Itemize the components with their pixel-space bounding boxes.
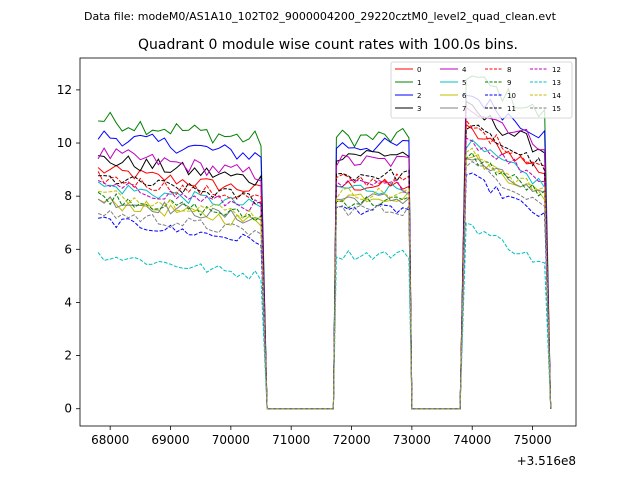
legend-label-5: 5 bbox=[462, 79, 466, 87]
axes-ticks: 68000 69000 70000 71000 72000 73000 74000 75000… bbox=[57, 83, 552, 447]
y-tick-label: 6 bbox=[64, 242, 72, 256]
plot-frame bbox=[79, 57, 577, 427]
x-tick-label: 73000 bbox=[393, 433, 431, 447]
legend-label-12: 12 bbox=[552, 66, 561, 74]
legend-label-2: 2 bbox=[417, 92, 421, 100]
legend-label-15: 15 bbox=[552, 105, 561, 113]
plot-lines bbox=[97, 75, 552, 410]
legend-label-3: 3 bbox=[417, 105, 421, 113]
series-line-9 bbox=[97, 151, 552, 410]
legend-label-10: 10 bbox=[507, 92, 516, 100]
y-tick-label: 10 bbox=[57, 136, 72, 150]
x-tick-label: 72000 bbox=[332, 433, 370, 447]
legend-label-1: 1 bbox=[417, 79, 421, 87]
legend-label-14: 14 bbox=[552, 92, 561, 100]
legend-label-0: 0 bbox=[417, 66, 421, 74]
x-tick-label: 68000 bbox=[91, 433, 129, 447]
series-line-15 bbox=[97, 160, 552, 410]
legend-label-13: 13 bbox=[552, 79, 561, 87]
x-tick-label: 74000 bbox=[453, 433, 491, 447]
legend-label-11: 11 bbox=[507, 105, 516, 113]
legend-label-4: 4 bbox=[462, 66, 467, 74]
legend-label-7: 7 bbox=[462, 105, 466, 113]
y-tick-label: 4 bbox=[64, 295, 72, 309]
y-tick-label: 2 bbox=[64, 349, 72, 363]
y-tick-label: 8 bbox=[64, 189, 72, 203]
legend-label-9: 9 bbox=[507, 79, 511, 87]
x-tick-label: 69000 bbox=[151, 433, 189, 447]
y-tick-label: 12 bbox=[57, 83, 72, 97]
legend-label-8: 8 bbox=[507, 66, 511, 74]
x-tick-label: 75000 bbox=[513, 433, 551, 447]
x-tick-label: 70000 bbox=[212, 433, 250, 447]
chart-title: Quadrant 0 module wise count rates with … bbox=[138, 37, 518, 53]
figure-suptitle: Data file: modeM0/AS1A10_102T02_90000042… bbox=[84, 10, 557, 23]
x-offset-label: +3.516e8 bbox=[517, 454, 576, 468]
x-tick-label: 71000 bbox=[272, 433, 310, 447]
legend-label-6: 6 bbox=[462, 92, 467, 100]
series-line-14 bbox=[98, 147, 552, 410]
y-tick-label: 0 bbox=[64, 402, 72, 416]
legend-box bbox=[390, 61, 573, 119]
